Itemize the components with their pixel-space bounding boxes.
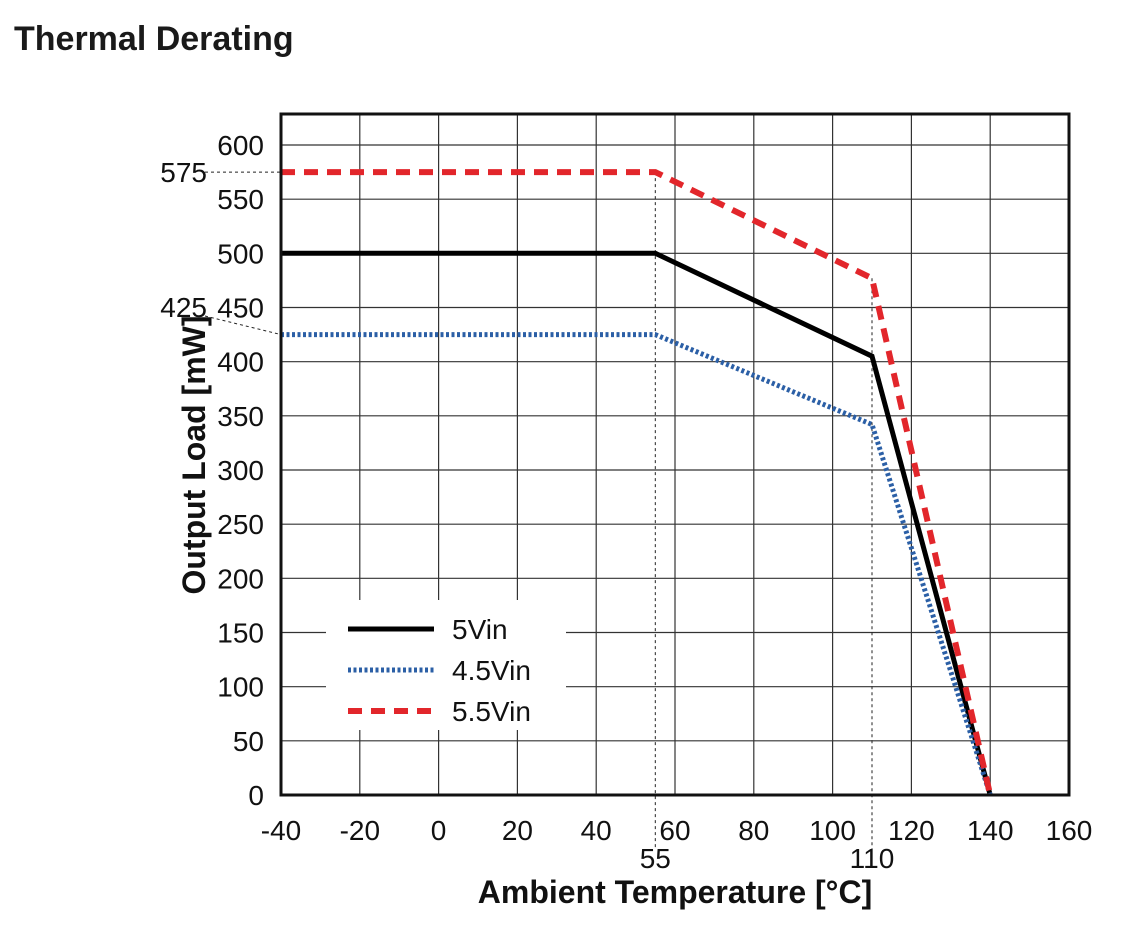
reference-tick-label-y: 575 [160,157,207,188]
y-tick-label: 300 [217,455,264,486]
page-title: Thermal Derating [14,20,294,58]
y-tick-label: 250 [217,509,264,540]
x-tick-label: 0 [431,815,447,846]
x-tick-label: -20 [340,815,380,846]
y-tick-label: 350 [217,401,264,432]
y-tick-label: 150 [217,618,264,649]
x-tick-label: 120 [888,815,935,846]
reference-lines: 55 110 575 425 [160,157,894,874]
y-tick-label: 400 [217,347,264,378]
x-tick-label: 60 [659,815,690,846]
y-tick-label: 550 [217,184,264,215]
reference-line-y [204,315,282,336]
x-tick-label: 140 [967,815,1014,846]
plot-frame [279,112,1071,797]
x-tick-label: 80 [738,815,769,846]
series-line-5vin [281,250,993,796]
y-tick-label: 450 [217,293,264,324]
reference-tick-label-x: 110 [850,843,895,874]
legend-label: 5.5Vin [452,696,531,727]
y-tick-label: 100 [217,672,264,703]
reference-tick-label-x: 55 [640,843,671,874]
y-tick-label: 50 [233,726,264,757]
series-line-5-5vin [281,169,994,796]
series-line-4-5vin [281,332,993,796]
y-axis-label: Output Load [mW] [176,315,212,594]
legend-label: 5Vin [452,614,508,645]
x-axis-label: Ambient Temperature [°C] [478,874,872,910]
x-tick-label: -40 [261,815,301,846]
y-tick-label: 0 [248,780,264,811]
legend-label: 4.5Vin [452,655,531,686]
x-tick-label: 20 [502,815,533,846]
reference-tick-label-y: 425 [160,292,207,323]
x-tick-label: 100 [809,815,856,846]
tick-labels: -40 -20 0 20 40 60 80 100 120 140 160 0 50 100 150 200 2… [217,130,1092,846]
y-tick-label: 600 [217,130,264,161]
legend: 5Vin 4.5Vin 5.5Vin [326,600,566,730]
y-tick-label: 500 [217,238,264,269]
x-tick-label: 160 [1046,815,1093,846]
series-lines [281,169,994,796]
plot-border [279,112,1071,797]
x-tick-label: 40 [581,815,612,846]
legend-box [326,600,566,730]
y-tick-label: 200 [217,563,264,594]
